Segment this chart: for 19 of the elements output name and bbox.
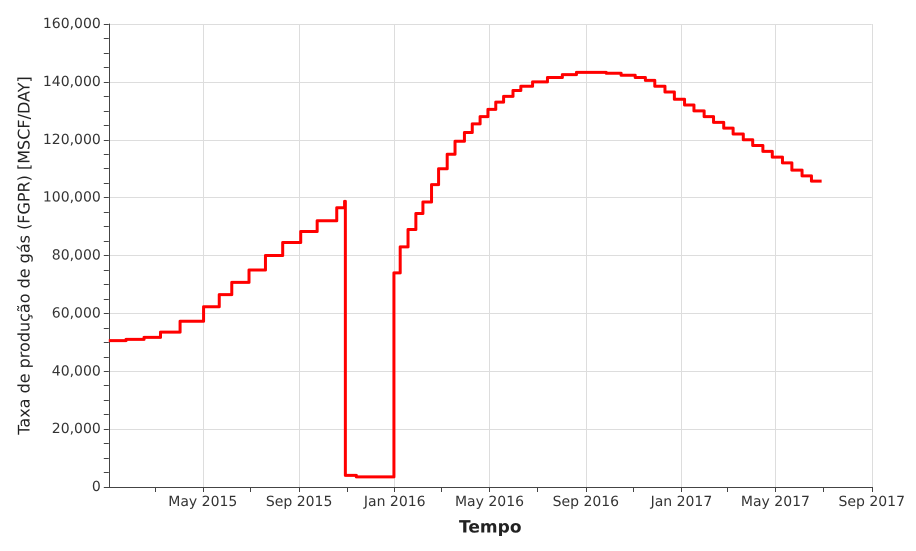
x-tick-label: Jan 2016: [362, 494, 426, 510]
x-tick-label: May 2017: [740, 494, 810, 510]
y-tick-label: 160,000: [42, 16, 101, 32]
y-tick-label: 0: [92, 479, 101, 495]
x-axis-title: Tempo: [459, 518, 522, 538]
y-tick-label: 80,000: [52, 248, 101, 264]
y-tick-label: 40,000: [52, 363, 101, 380]
x-tick-label: Sep 2015: [266, 494, 332, 510]
y-axis-title: Taxa de produção de gás (FGPR) [MSCF/DAY]: [14, 76, 34, 436]
x-tick-label: May 2015: [168, 494, 238, 510]
y-tick-label: 120,000: [42, 132, 101, 148]
y-tick-label: 100,000: [42, 190, 101, 206]
y-tick-label: 60,000: [52, 305, 101, 322]
x-tick-label: Sep 2017: [838, 494, 905, 510]
y-tick-label: 20,000: [52, 421, 101, 438]
x-tick-label: May 2016: [454, 494, 524, 510]
y-tick-label: 140,000: [42, 74, 101, 90]
x-tick-label: Sep 2016: [552, 494, 620, 510]
x-tick-label: Jan 2017: [650, 494, 712, 510]
